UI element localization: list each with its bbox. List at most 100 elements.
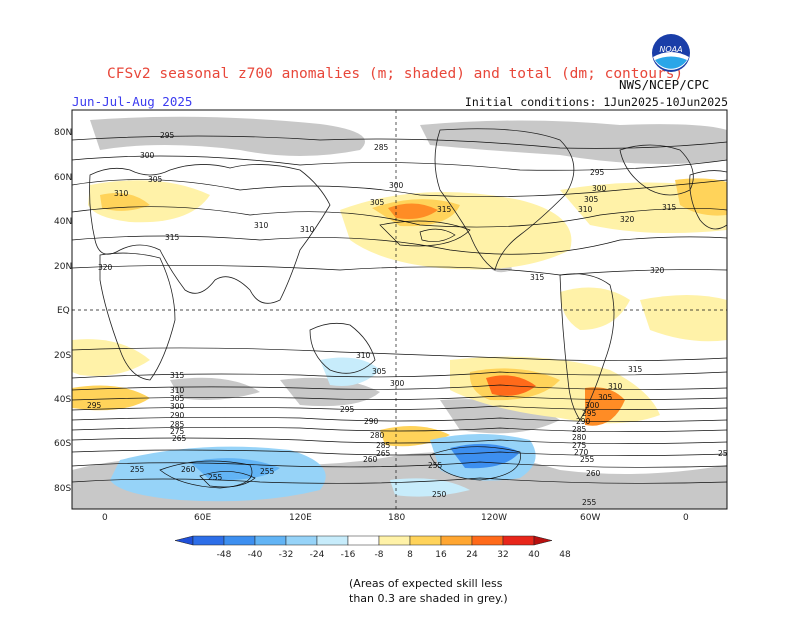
svg-text:320: 320 [98,263,113,272]
svg-text:310: 310 [300,225,315,234]
lat-label: 40S [54,395,71,405]
svg-text:305: 305 [598,393,613,402]
svg-text:285: 285 [572,425,587,434]
lat-label: 20N [54,262,72,272]
colorbar-box [254,535,287,546]
svg-text:295: 295 [87,401,102,410]
colorbar-box [471,535,504,546]
colorbar-arrow-left [175,535,194,546]
svg-text:260: 260 [586,469,601,478]
lon-axis: 0 60E 120E 180 120W 60W 0 [102,513,689,523]
map-frame [71,109,728,510]
colorbar-tick-label: 16 [435,550,447,560]
svg-text:270: 270 [574,448,589,457]
svg-text:305: 305 [584,195,599,204]
svg-text:315: 315 [628,365,643,374]
svg-text:310: 310 [608,382,623,391]
svg-text:290: 290 [170,411,185,420]
negative-anomalies [110,357,536,502]
colorbar-tick-label: -16 [341,550,356,560]
skill-note-line2: than 0.3 are shaded in grey.) [349,592,508,605]
colorbar-box [316,535,349,546]
colorbar-arrow-right [533,535,553,546]
lon-label: 0 [683,513,689,523]
lat-label: EQ [57,306,70,316]
svg-text:250: 250 [432,490,447,499]
svg-text:310: 310 [114,189,129,198]
svg-text:295: 295 [582,409,597,418]
svg-text:265: 265 [376,449,391,458]
svg-text:300: 300 [170,402,185,411]
svg-text:280: 280 [572,433,587,442]
svg-text:300: 300 [592,184,607,193]
svg-text:275: 275 [170,427,185,436]
svg-text:310: 310 [170,386,185,395]
svg-text:310: 310 [254,221,269,230]
lat-axis: 80N 60N 40N 20N EQ 20S 40S 60S 80S [54,128,72,494]
lon-label: 0 [102,513,108,523]
lat-label: 60N [54,173,72,183]
svg-text:320: 320 [650,266,665,275]
colorbar-box [440,535,473,546]
colorbar-tick-label: -8 [375,550,384,560]
lon-label: 120E [289,513,312,523]
contour-labels: 295 285 300 305 310 300 305 315 310 310 … [87,131,728,507]
svg-text:255: 255 [428,461,443,470]
logo-text: NOAA [659,45,682,54]
svg-text:255: 255 [208,473,223,482]
svg-text:285: 285 [170,420,185,429]
colorbar-tick-label: 32 [497,550,508,560]
lat-label: 40N [54,217,72,227]
svg-text:315: 315 [530,273,545,282]
noaa-logo: NOAA [652,34,690,72]
colorbar-tick-label: -32 [279,550,294,560]
svg-text:305: 305 [370,198,385,207]
colorbar-tick-label: 8 [407,550,413,560]
positive-anomalies [72,178,727,447]
colorbar-tick-label: 48 [559,550,571,560]
svg-text:315: 315 [662,203,677,212]
colorbar-tick-label: 40 [528,550,540,560]
colorbar-tick-label: -40 [248,550,263,560]
svg-text:285: 285 [376,441,391,450]
svg-text:260: 260 [363,455,378,464]
svg-text:310: 310 [578,205,593,214]
colorbar-tick-label: -48 [217,550,232,560]
colorbar-box [347,535,380,546]
lat-label: 80N [54,128,72,138]
lon-label: 180 [388,513,405,523]
svg-text:300: 300 [140,151,155,160]
svg-text:255: 255 [582,498,597,507]
skill-note-line1: (Areas of expected skill less [349,577,503,590]
svg-text:25: 25 [718,449,728,458]
svg-text:290: 290 [364,417,379,426]
colorbar-box [285,535,318,546]
initial-conditions: Initial conditions: 1Jun2025-10Jun2025 [464,95,728,109]
svg-text:255: 255 [260,467,275,476]
svg-text:260: 260 [181,465,196,474]
lat-label: 80S [54,484,71,494]
colorbar-box [378,535,411,546]
svg-text:300: 300 [585,401,600,410]
colorbar-box [409,535,442,546]
lat-label: 20S [54,351,71,361]
svg-text:305: 305 [148,175,163,184]
svg-text:320: 320 [620,215,635,224]
lat-label: 60S [54,439,71,449]
svg-text:265: 265 [172,434,187,443]
svg-text:300: 300 [389,181,404,190]
colorbar-tick-label: 24 [466,550,478,560]
svg-text:255: 255 [130,465,145,474]
svg-text:280: 280 [370,431,385,440]
skill-note: (Areas of expected skill less than 0.3 a… [349,576,508,606]
svg-text:255: 255 [580,455,595,464]
agency-label: NWS/NCEP/CPC [619,77,710,92]
svg-text:295: 295 [340,405,355,414]
colorbar-box [223,535,256,546]
lon-label: 60W [580,513,600,523]
height-contours [72,135,727,489]
chart-title: CFSv2 seasonal z700 anomalies (m; shaded… [107,66,684,82]
svg-text:315: 315 [437,205,452,214]
colorbar-tick-label: -24 [310,550,325,560]
svg-text:300: 300 [390,379,405,388]
